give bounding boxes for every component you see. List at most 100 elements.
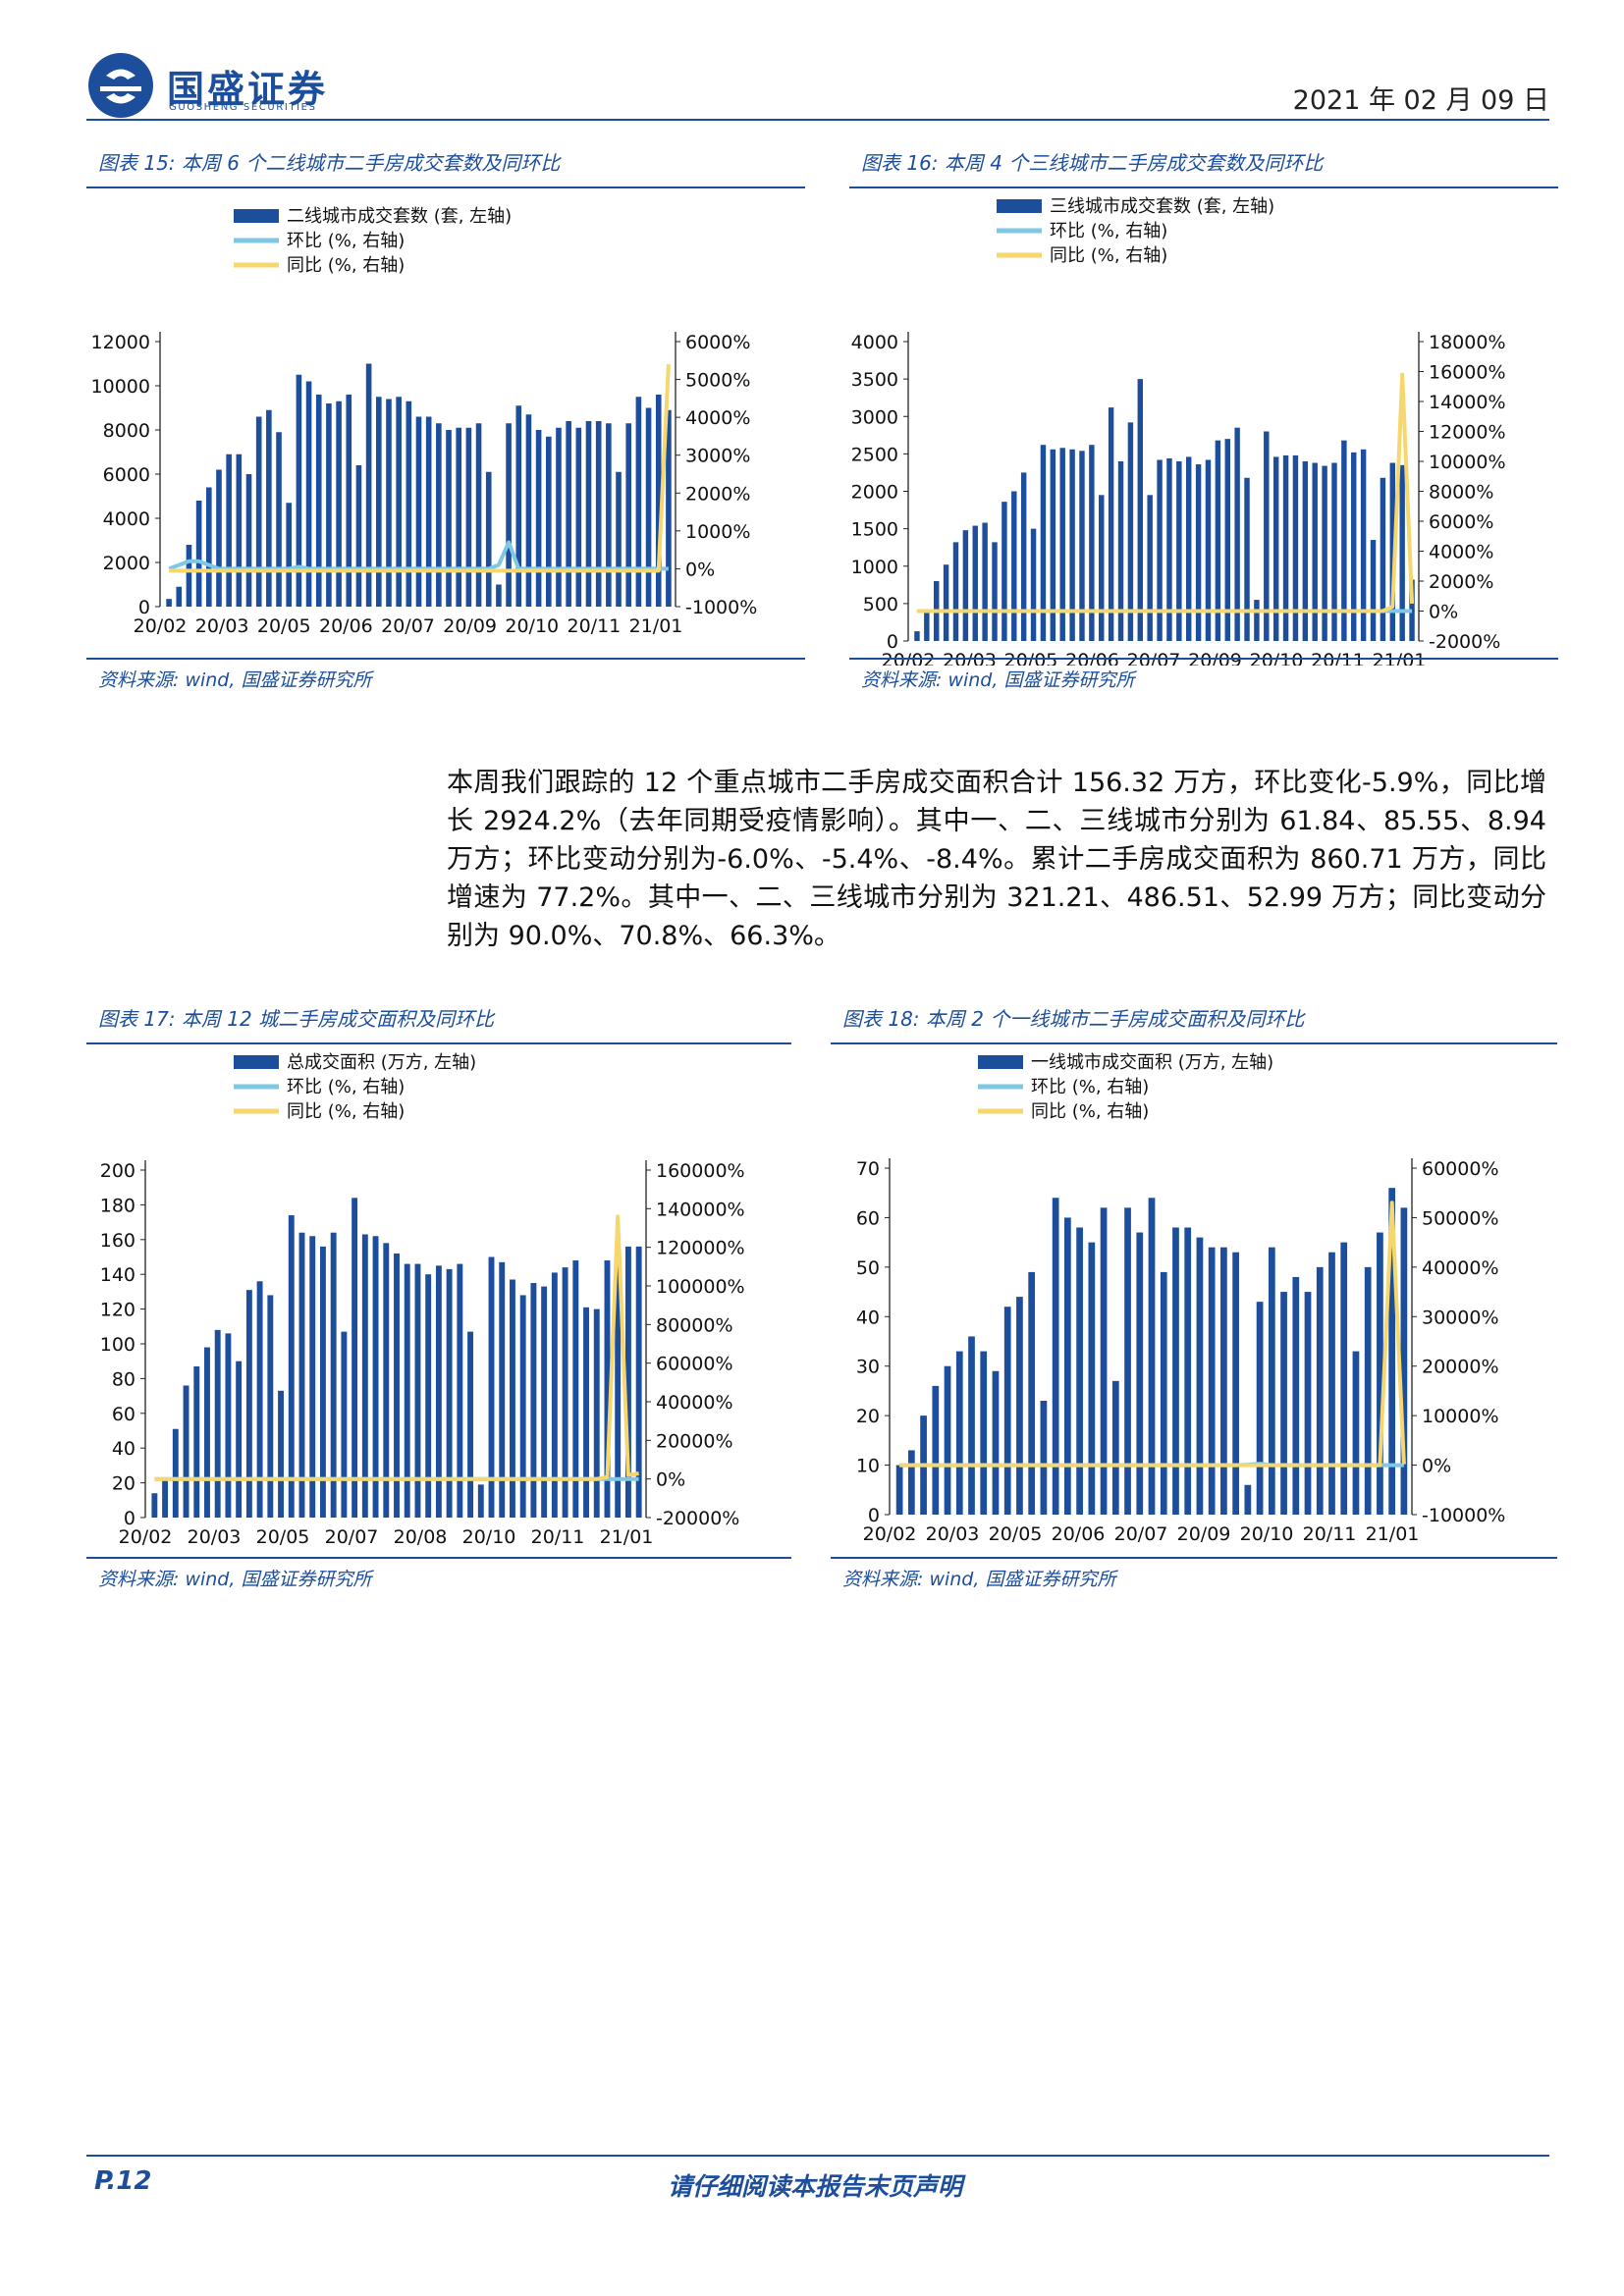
bar: [1030, 528, 1037, 641]
right-tick-label: 4000%: [1429, 542, 1493, 563]
chart-title: 图表 18: 本周 2 个一线城市二手房成交面积及同环比: [842, 1007, 1305, 1031]
bar: [456, 427, 462, 607]
bar: [1016, 1297, 1023, 1515]
company-logo-icon: [88, 53, 153, 118]
legend-label: 三线城市成交套数 (套, 左轴): [1050, 196, 1274, 217]
left-tick-label: 20: [856, 1406, 880, 1427]
bar: [1079, 451, 1085, 641]
x-tick-label: 20/07: [1114, 1523, 1168, 1545]
right-tick-label: 18000%: [1429, 332, 1506, 353]
legend-swatch-bar: [234, 209, 279, 223]
bar: [1059, 448, 1065, 641]
bar: [1328, 1252, 1335, 1515]
bar: [415, 416, 422, 607]
chart-svg: 一线城市成交面积 (万方, 左轴) 环比 (%, 右轴) 同比 (%, 右轴) 70 6…: [856, 1052, 1506, 1545]
bar: [1100, 1207, 1108, 1515]
x-tick-label: 20/05: [257, 615, 311, 637]
right-tick-label: 160000%: [656, 1160, 745, 1182]
bar: [1166, 457, 1172, 641]
bar: [1254, 600, 1260, 641]
bar: [593, 1308, 600, 1518]
bar: [982, 522, 988, 641]
bar: [496, 584, 502, 607]
bar: [1099, 495, 1105, 641]
left-tick-label: 70: [856, 1158, 880, 1180]
bar: [404, 1263, 410, 1518]
bar: [1176, 461, 1182, 641]
right-tick-label: 6000%: [685, 332, 750, 353]
chart-title: 图表 16: 本周 4 个三线城市二手房成交套数及同环比: [861, 151, 1324, 175]
right-tick-label: 10000%: [1429, 452, 1506, 473]
bar: [326, 403, 332, 607]
bar: [467, 1331, 474, 1518]
bar: [515, 405, 522, 607]
bar: [624, 1246, 631, 1518]
bar: [1215, 440, 1221, 641]
left-tick-label: 20: [112, 1473, 135, 1495]
bar: [1089, 445, 1095, 641]
x-tick-label: 21/01: [629, 615, 683, 637]
legend-swatch-bar: [234, 1055, 279, 1069]
right-tick-label: 16000%: [1429, 362, 1506, 384]
bar: [446, 430, 452, 607]
right-tick-label: 60000%: [656, 1354, 733, 1375]
bar: [1011, 491, 1017, 641]
bar: [1111, 1380, 1119, 1515]
bar: [635, 397, 642, 607]
chart-panel-16: 图表 16: 本周 4 个三线城市二手房成交套数及同环比 三线城市成交套数 (套…: [849, 147, 1558, 697]
chart-title: 图表 17: 本周 12 城二手房成交面积及同环比: [98, 1007, 495, 1031]
x-tick-label: 20/11: [567, 615, 621, 637]
bar: [278, 1390, 284, 1518]
bar: [193, 1366, 200, 1518]
bar: [1312, 462, 1318, 641]
bar: [545, 436, 552, 607]
bar: [992, 1370, 1000, 1515]
logo-subtext: GUOSHENG SECURITIES: [169, 102, 317, 113]
bar: [319, 1246, 326, 1518]
bar: [1400, 1207, 1408, 1515]
bar: [1184, 1227, 1192, 1515]
bar: [465, 427, 472, 607]
bar: [267, 1295, 274, 1518]
bar: [1076, 1227, 1083, 1515]
bar: [396, 397, 402, 607]
bar: [394, 1253, 400, 1518]
bar: [992, 542, 998, 641]
page-number: P.12: [94, 2166, 152, 2196]
chart-svg: 总成交面积 (万方, 左轴)环比 (%, 右轴)同比 (%, 右轴)200180…: [100, 1052, 745, 1548]
bar: [952, 542, 959, 641]
left-tick-label: 12000: [91, 332, 150, 353]
left-tick-label: 0: [138, 597, 150, 618]
bar: [1117, 461, 1124, 641]
left-tick-label: 10: [856, 1456, 880, 1477]
legend-label: 环比 (%, 右轴): [1050, 221, 1167, 241]
left-tick-label: 60: [856, 1207, 880, 1229]
bar: [506, 423, 512, 607]
left-tick-label: 40: [856, 1307, 880, 1328]
bar: [1370, 540, 1377, 641]
bar: [1364, 1266, 1372, 1515]
left-tick-label: 30: [856, 1357, 880, 1378]
left-tick-label: 6000: [103, 464, 150, 486]
bar: [425, 1274, 432, 1518]
x-tick-label: 20/07: [325, 1526, 379, 1548]
bar: [457, 1263, 463, 1518]
left-tick-label: 8000: [103, 420, 150, 442]
bar: [1280, 1292, 1287, 1515]
right-tick-label: 60000%: [1422, 1158, 1499, 1180]
left-tick-label: 3500: [851, 369, 898, 391]
legend-label: 环比 (%, 右轴): [1031, 1077, 1149, 1097]
right-tick-label: 40000%: [1422, 1257, 1499, 1279]
legend-label: 总成交面积 (万方, 左轴): [287, 1052, 476, 1073]
bar: [1088, 1242, 1096, 1515]
bar: [943, 564, 949, 641]
bar: [1224, 439, 1230, 641]
bar: [151, 1493, 158, 1518]
left-tick-label: 180: [100, 1195, 135, 1216]
x-tick-label: 20/05: [256, 1526, 310, 1548]
bar: [372, 1236, 379, 1518]
bar: [226, 454, 232, 607]
bar: [907, 1450, 915, 1515]
bar: [1232, 1252, 1239, 1515]
source-divider: [86, 658, 805, 660]
